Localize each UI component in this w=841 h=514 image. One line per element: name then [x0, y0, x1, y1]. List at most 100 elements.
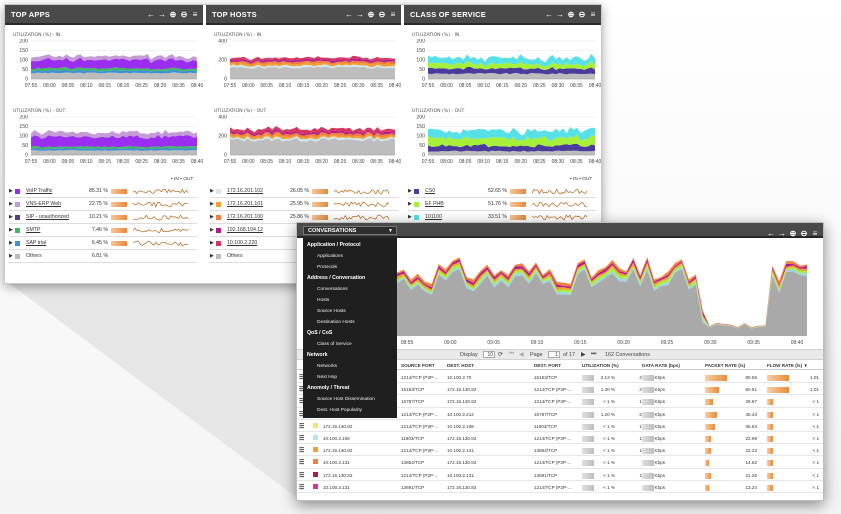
legend-row[interactable]: ▶ VNS-ERP Web 22.75 % — [9, 198, 191, 210]
expand-icon[interactable]: ▶ — [9, 188, 13, 194]
series-name[interactable]: EF PHB — [425, 201, 444, 207]
menu-item[interactable]: Source Hosts — [317, 309, 346, 314]
series-name[interactable]: 101100 — [425, 214, 442, 220]
zoom-in-icon[interactable]: ⊕ — [169, 10, 177, 19]
page-input[interactable]: 1 — [548, 351, 560, 358]
expand-icon[interactable]: ▶ — [9, 253, 13, 259]
row-menu-icon[interactable]: ☰ — [299, 484, 305, 491]
expand-icon[interactable]: ▶ — [210, 214, 214, 220]
series-name[interactable]: SIP - unauthorized — [26, 214, 69, 220]
column-header[interactable]: DEST. HOST — [447, 363, 475, 368]
row-menu-icon[interactable]: ☰ — [299, 472, 305, 479]
arrow-left-icon[interactable]: ← — [767, 228, 775, 238]
legend-row[interactable]: ▶ VoIP Traffic 85.31 % — [9, 185, 191, 197]
expand-icon[interactable]: ▶ — [210, 201, 214, 207]
column-header[interactable]: FLOW RATE (/s) ▼ — [767, 363, 808, 368]
arrow-right-icon[interactable]: → — [556, 10, 564, 19]
series-name[interactable]: 172.16.201.102 — [227, 188, 264, 194]
legend-row[interactable]: ▶ EF PHB 51.76 % — [408, 198, 590, 210]
legend-row[interactable]: ▶ SAP trial 6.45 % — [9, 237, 191, 249]
expand-icon[interactable]: ▶ — [210, 188, 214, 194]
table-row[interactable]: ☰ 16787/TCP 172.16.130.82 1214/TCP (P2P-...… — [297, 395, 823, 408]
table-row[interactable]: ☰ 15153/TCP 172.16.130.82 1214/TCP (P2P-...… — [297, 383, 823, 396]
series-name[interactable]: 10.100.2.220 — [227, 240, 258, 246]
arrow-right-icon[interactable]: → — [158, 10, 166, 19]
display-count-input[interactable]: 10 — [483, 351, 495, 358]
column-header[interactable]: SOURCE PORT — [401, 363, 435, 368]
series-name[interactable]: SAP trial — [26, 240, 47, 246]
row-menu-icon[interactable]: ☰ — [299, 399, 305, 406]
zoom-out-icon[interactable]: ⊖ — [180, 10, 188, 19]
menu-item[interactable]: Next Hop — [317, 375, 337, 380]
row-menu-icon[interactable]: ☰ — [299, 436, 305, 442]
column-header[interactable]: DEST. PORT — [534, 363, 562, 368]
row-menu-icon[interactable]: ☰ — [299, 460, 305, 467]
series-name[interactable]: Others — [227, 253, 243, 259]
legend-row[interactable]: ▶ 172.16.201.102 26.05 % — [210, 185, 392, 197]
zoom-out-icon[interactable]: ⊖ — [378, 10, 386, 19]
expand-icon[interactable]: ▶ — [9, 201, 13, 207]
legend-row[interactable]: ▶ 172.16.201.101 25.95 % — [210, 198, 392, 210]
series-name[interactable]: 192.168.104.12 — [227, 227, 264, 233]
menu-icon[interactable]: ≡ — [192, 10, 198, 19]
series-name[interactable]: VNS-ERP Web — [26, 201, 61, 207]
legend-row[interactable]: ▶ Others 6.81 % — [9, 250, 108, 262]
menu-item[interactable]: Networks — [317, 364, 337, 369]
arrow-left-icon[interactable]: ← — [545, 10, 553, 19]
expand-icon[interactable]: ▶ — [9, 227, 13, 233]
series-name[interactable]: SMTP — [26, 227, 41, 233]
row-menu-icon[interactable]: ☰ — [299, 387, 305, 394]
menu-item[interactable]: Hosts — [317, 298, 330, 303]
series-name[interactable]: 172.16.201.101 — [227, 201, 264, 207]
row-menu-icon[interactable]: ☰ — [299, 448, 305, 455]
legend-row[interactable]: ▶ SIP - unauthorized 10.21 % — [9, 211, 191, 223]
zoom-in-icon[interactable]: ⊕ — [367, 10, 375, 19]
menu-icon[interactable]: ≡ — [812, 228, 818, 238]
expand-icon[interactable]: ▶ — [210, 227, 214, 233]
menu-item[interactable]: Conversations — [317, 287, 348, 292]
series-name[interactable]: 172.16.201.100 — [227, 214, 264, 220]
legend-row[interactable]: ▶ 10.100.2.220 — [210, 237, 309, 249]
legend-row[interactable]: ▶ 101100 33.51 % — [408, 211, 590, 223]
prev-page-icon[interactable]: ◀ — [519, 352, 524, 358]
table-row[interactable]: ☰ 10.100.2.131 13854/TCP 172.16.130.82 1214/… — [297, 456, 823, 469]
zoom-out-icon[interactable]: ⊖ — [800, 228, 808, 238]
menu-item[interactable]: Protocols — [317, 265, 337, 270]
column-header[interactable]: UTILIZATION (%) — [582, 363, 619, 368]
arrow-left-icon[interactable]: ← — [345, 10, 353, 19]
menu-item[interactable]: Applications — [317, 254, 343, 259]
series-name[interactable]: VoIP Traffic — [26, 188, 53, 194]
row-menu-icon[interactable]: ☰ — [299, 375, 305, 381]
menu-icon[interactable]: ≡ — [590, 10, 596, 19]
row-menu-icon[interactable]: ☰ — [299, 423, 305, 430]
expand-icon[interactable]: ▶ — [9, 240, 13, 246]
menu-item[interactable]: Source Host Dissemination — [317, 397, 375, 402]
expand-icon[interactable]: ▶ — [408, 188, 412, 194]
refresh-icon[interactable]: ⟳ — [498, 352, 504, 358]
table-row[interactable]: ☰ 172.16.130.82 1214/TCP (P2P-... 10.100.2.… — [297, 420, 823, 432]
expand-icon[interactable]: ▶ — [210, 253, 214, 259]
arrow-right-icon[interactable]: → — [356, 10, 364, 19]
table-row[interactable]: ☰ 172.16.130.82 1214/TCP (P2P-... 10.100.2.… — [297, 469, 823, 481]
menu-item[interactable]: Destination Hosts — [317, 320, 355, 325]
view-dropdown[interactable]: CONVERSATIONS ▼ — [303, 226, 397, 235]
expand-icon[interactable]: ▶ — [408, 214, 412, 220]
expand-icon[interactable]: ▶ — [210, 240, 214, 246]
legend-row[interactable]: ▶ SMTP 7.46 % — [9, 224, 191, 236]
table-row[interactable]: ☰ 10.100.2.106 11903/TCP 172.16.130.82 1214/… — [297, 432, 823, 445]
menu-item[interactable]: Class of Service — [317, 342, 352, 347]
arrow-right-icon[interactable]: → — [778, 228, 786, 238]
row-menu-icon[interactable]: ☰ — [299, 411, 305, 418]
legend-row[interactable]: ▶ 192.168.104.12 — [210, 224, 309, 236]
first-page-icon[interactable]: ⏮ — [509, 351, 515, 357]
legend-row[interactable]: ▶ 172.16.201.100 25.86 % — [210, 211, 392, 223]
table-row[interactable]: ☰ 172.16.130.82 1214/TCP (P2P-... 10.100.2.… — [297, 444, 823, 457]
legend-row[interactable]: ▶Others160 — [210, 250, 309, 262]
zoom-out-icon[interactable]: ⊖ — [578, 10, 586, 19]
last-page-icon[interactable]: ⏭ — [591, 351, 597, 357]
expand-icon[interactable]: ▶ — [9, 214, 13, 220]
menu-icon[interactable]: ≡ — [390, 10, 396, 19]
table-row[interactable]: ☰ 1214/TCP (P2P-... 10.100.2.214 16787/TCP 1… — [297, 408, 823, 420]
expand-icon[interactable]: ▶ — [408, 201, 412, 207]
column-header[interactable]: DATA RATE (bps) — [642, 363, 680, 368]
